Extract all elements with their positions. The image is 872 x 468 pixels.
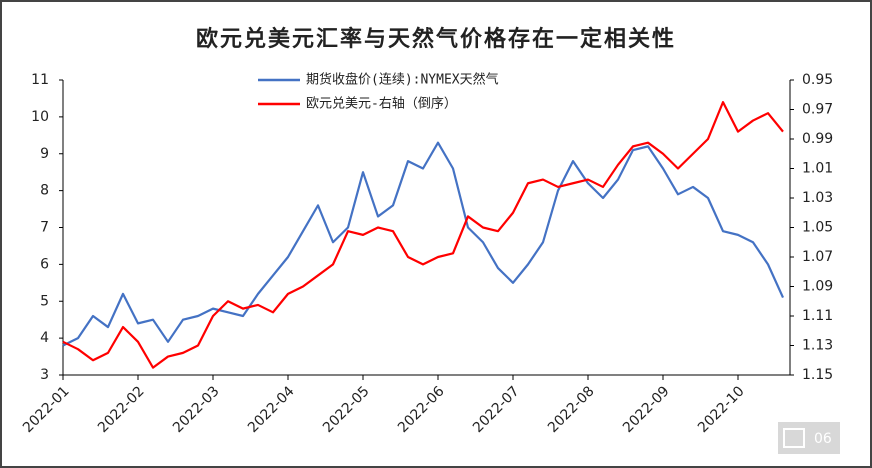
- badge-box: [778, 422, 840, 454]
- y-tick-label: 9: [40, 146, 49, 162]
- y-tick-label: 5: [40, 293, 49, 309]
- y-tick-label: 11: [31, 72, 49, 88]
- y-tick-label: 3: [40, 367, 49, 383]
- legend-label: 期货收盘价(连续):NYMEX天然气: [306, 72, 499, 88]
- y2-tick-label: 0.95: [802, 72, 833, 88]
- y-tick-label: 8: [40, 183, 49, 199]
- badge-icon: [783, 428, 805, 448]
- chart-title: 欧元兑美元汇率与天然气价格存在一定相关性: [196, 26, 676, 52]
- badge-text: 06: [814, 431, 832, 447]
- y2-tick-label: 1.01: [802, 161, 833, 177]
- y-tick-label: 7: [40, 220, 49, 236]
- y2-tick-label: 1.15: [802, 367, 833, 383]
- y2-tick-label: 1.11: [802, 308, 833, 324]
- y-tick-label: 4: [40, 330, 49, 346]
- y2-tick-label: 1.13: [802, 338, 833, 354]
- y2-tick-label: 1.03: [802, 190, 833, 206]
- y2-tick-label: 1.05: [802, 220, 833, 236]
- legend-label: 欧元兑美元-右轴（倒序）: [306, 97, 457, 112]
- y-tick-label: 10: [31, 109, 49, 125]
- y2-tick-label: 0.97: [802, 102, 833, 118]
- series-line: [62, 101, 784, 369]
- y-tick-label: 6: [40, 256, 49, 272]
- y2-tick-label: 1.07: [802, 249, 833, 265]
- y2-tick-label: 0.99: [802, 131, 833, 147]
- y2-tick-label: 1.09: [802, 279, 833, 295]
- series-line: [62, 141, 785, 347]
